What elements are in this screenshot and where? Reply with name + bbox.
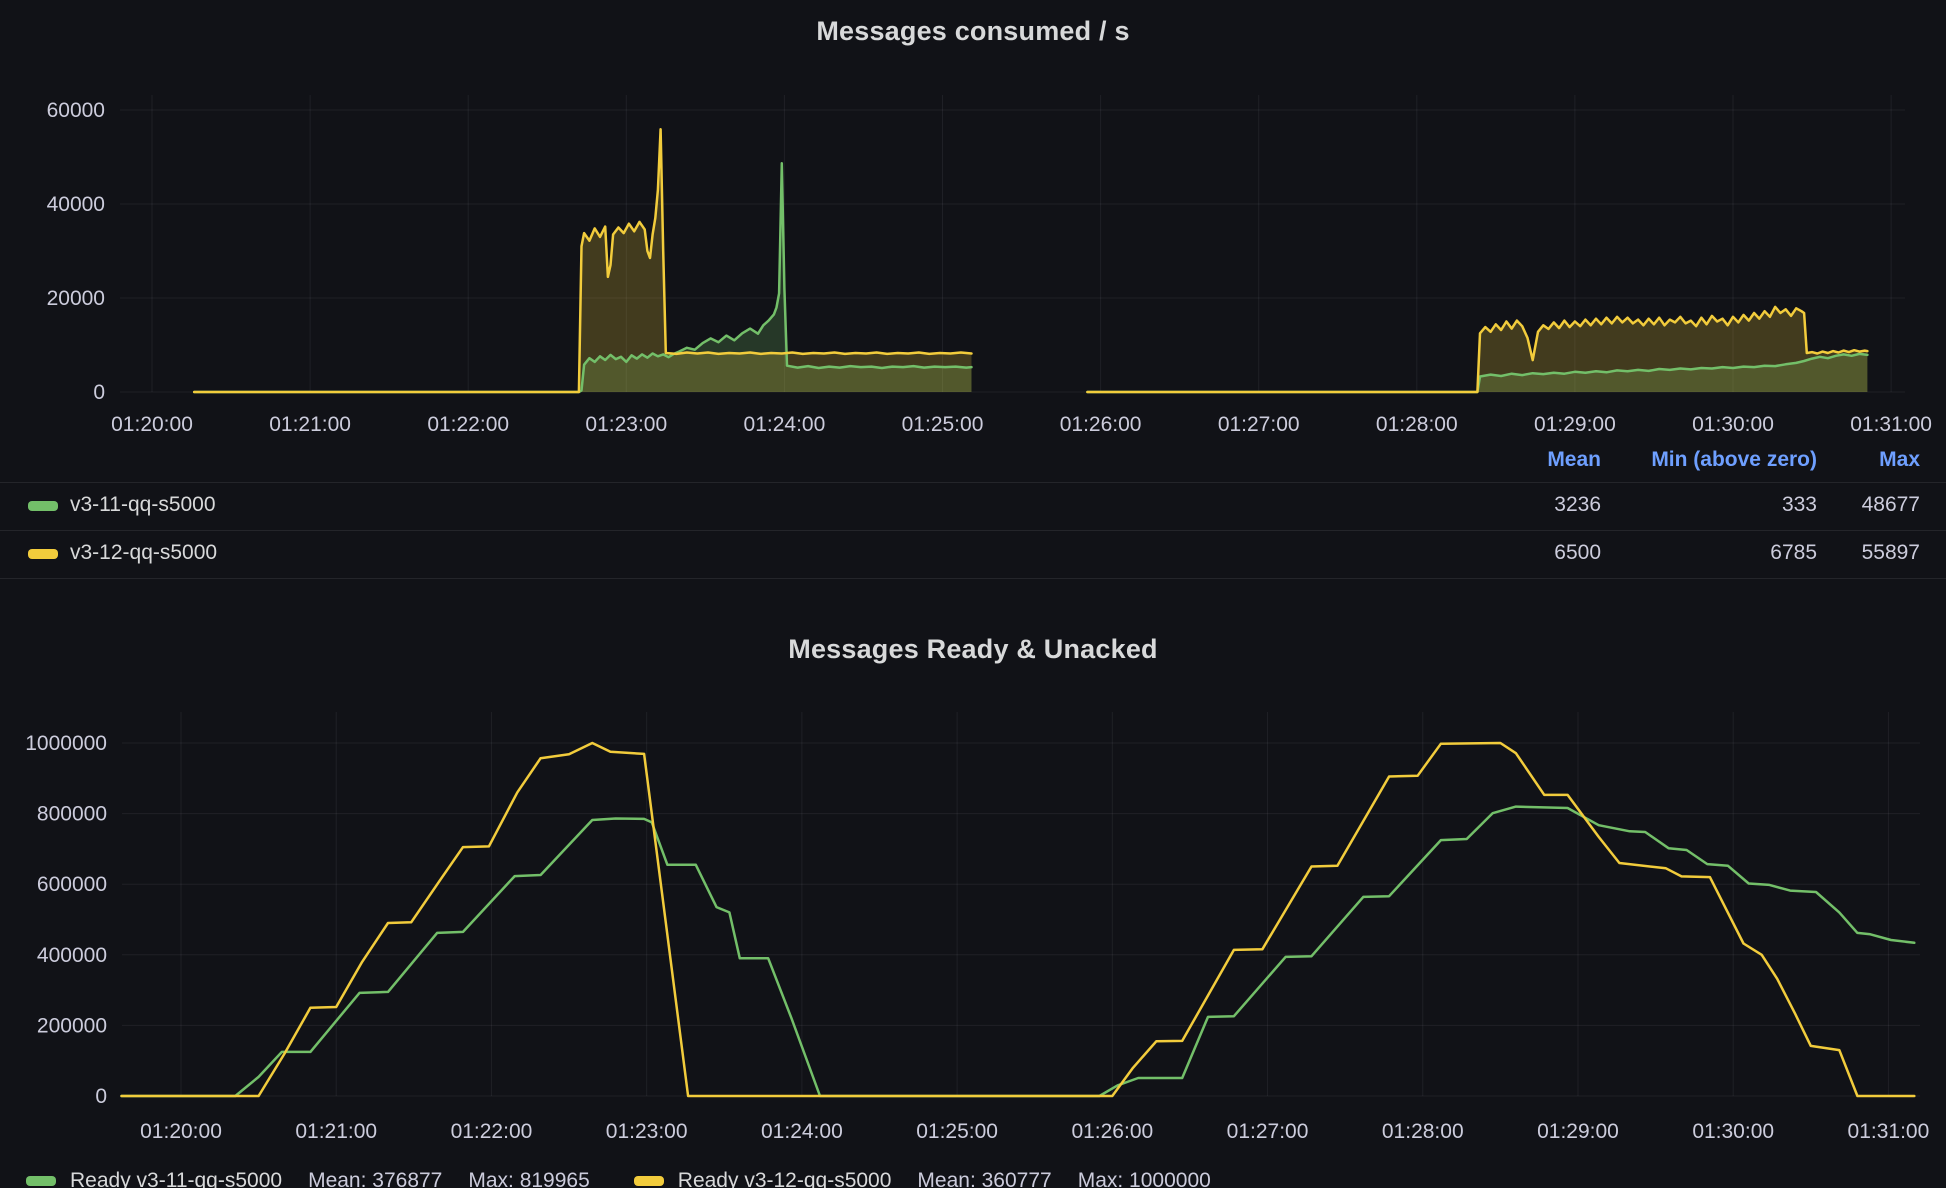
- series-color-swatch[interactable]: [28, 549, 58, 559]
- y-axis-tick-label: 60000: [47, 99, 105, 122]
- x-axis-tick-label: 01:22:00: [451, 1120, 533, 1143]
- x-axis-tick-label: 01:25:00: [916, 1120, 998, 1143]
- y-axis-tick-label: 0: [95, 1085, 107, 1108]
- series-max-stat: Max: 819965: [468, 1169, 590, 1188]
- series-area-fill: [194, 129, 972, 392]
- x-axis-tick-label: 01:31:00: [1848, 1120, 1930, 1143]
- series-line-v3-12-qq-s5000[interactable]: [1086, 305, 1869, 394]
- x-axis-tick-label: 01:28:00: [1382, 1120, 1464, 1143]
- y-axis-tick-label: 1000000: [25, 732, 107, 755]
- y-axis-tick-label: 200000: [37, 1014, 107, 1037]
- x-axis-tick-label: 01:29:00: [1537, 1120, 1619, 1143]
- series-label[interactable]: Ready v3-12-qq-s5000: [677, 1169, 892, 1188]
- y-axis-tick-label: 0: [93, 381, 105, 404]
- series-min-value: 6785: [1770, 541, 1817, 564]
- series-max-value: 55897: [1861, 541, 1920, 564]
- panel-title-messages-consumed[interactable]: Messages consumed / s: [816, 16, 1130, 46]
- x-axis-tick-label: 01:25:00: [902, 413, 984, 436]
- series-max-value: 48677: [1861, 493, 1920, 516]
- y-axis-tick-label: 400000: [37, 944, 107, 967]
- x-axis-tick-label: 01:31:00: [1850, 413, 1932, 436]
- series-area-fill: [194, 163, 972, 392]
- y-axis-tick-label: 40000: [47, 193, 105, 216]
- x-axis-tick-label: 01:29:00: [1534, 413, 1616, 436]
- y-axis-tick-label: 600000: [37, 873, 107, 896]
- legend-header-max[interactable]: Max: [1879, 448, 1920, 471]
- legend-row-v3-11: v3-11-qq-s5000 3236 333 48677: [0, 482, 1946, 530]
- messages-ready-plot[interactable]: 0 200000 400000 600000 800000 1000000 01:20:00…: [25, 712, 1929, 1143]
- panel-title-messages-ready[interactable]: Messages Ready & Unacked: [788, 634, 1158, 664]
- series-min-value: 333: [1781, 493, 1817, 516]
- consumed-legend-table: Mean Min (above zero) Max v3-11-qq-s5000…: [0, 438, 1946, 579]
- x-axis-tick-label: 01:22:00: [427, 413, 509, 436]
- x-axis-tick-label: 01:30:00: [1692, 1120, 1774, 1143]
- series-mean-value: 6500: [1554, 541, 1601, 564]
- legend-header-row: Mean Min (above zero) Max: [0, 438, 1946, 482]
- x-axis-tick-label: 01:28:00: [1376, 413, 1458, 436]
- series-line-v3-11-qq-s5000[interactable]: [192, 161, 973, 394]
- legend-row-v3-12: v3-12-qq-s5000 6500 6785 55897: [0, 530, 1946, 578]
- series-mean-stat: Mean: 360777: [917, 1169, 1052, 1188]
- legend-header-mean[interactable]: Mean: [1547, 448, 1601, 471]
- series-color-swatch[interactable]: [26, 1176, 56, 1186]
- series-color-swatch[interactable]: [633, 1176, 664, 1186]
- series-color-swatch[interactable]: [28, 501, 58, 511]
- x-axis-tick-label: 01:23:00: [585, 413, 667, 436]
- x-axis-tick-label: 01:30:00: [1692, 413, 1774, 436]
- series-mean-stat: Mean: 376877: [308, 1169, 443, 1188]
- x-axis-tick-label: 01:24:00: [744, 413, 826, 436]
- y-axis-tick-label: 20000: [47, 287, 105, 310]
- x-axis-tick-label: 01:26:00: [1060, 413, 1142, 436]
- messages-consumed-plot[interactable]: 0 20000 40000 60000 01:20:00 01:21:00 01:22:00…: [47, 95, 1932, 436]
- series-line-v3-12-qq-s5000[interactable]: [192, 128, 973, 394]
- x-axis-tick-label: 01:26:00: [1071, 1120, 1153, 1143]
- series-max-stat: Max: 1000000: [1077, 1169, 1211, 1188]
- x-axis-tick-label: 01:23:00: [606, 1120, 688, 1143]
- series-label[interactable]: Ready v3-11-qq-s5000: [70, 1169, 283, 1188]
- x-axis-tick-label: 01:27:00: [1227, 1120, 1309, 1143]
- series-area-fill: [1087, 353, 1868, 392]
- series-mean-value: 3236: [1554, 493, 1601, 516]
- series-line-Ready v3-12-qq-s5000[interactable]: [120, 741, 1916, 1098]
- series-label[interactable]: v3-12-qq-s5000: [70, 541, 218, 564]
- series-line-v3-11-qq-s5000[interactable]: [1086, 352, 1869, 394]
- x-axis-tick-label: 01:20:00: [140, 1120, 222, 1143]
- legend-header-min-above-zero[interactable]: Min (above zero): [1651, 448, 1817, 471]
- x-axis-tick-label: 01:21:00: [295, 1120, 377, 1143]
- series-label[interactable]: v3-11-qq-s5000: [70, 493, 216, 516]
- series-line-Ready v3-11-qq-s5000[interactable]: [120, 805, 1916, 1098]
- x-axis-tick-label: 01:24:00: [761, 1120, 843, 1143]
- x-axis-tick-label: 01:20:00: [111, 413, 193, 436]
- y-axis-tick-label: 800000: [37, 803, 107, 826]
- x-axis-tick-label: 01:21:00: [269, 413, 351, 436]
- ready-legend: Ready v3-11-qq-s5000 Mean: 376877 Max: 8…: [26, 1164, 1237, 1188]
- x-axis-tick-label: 01:27:00: [1218, 413, 1300, 436]
